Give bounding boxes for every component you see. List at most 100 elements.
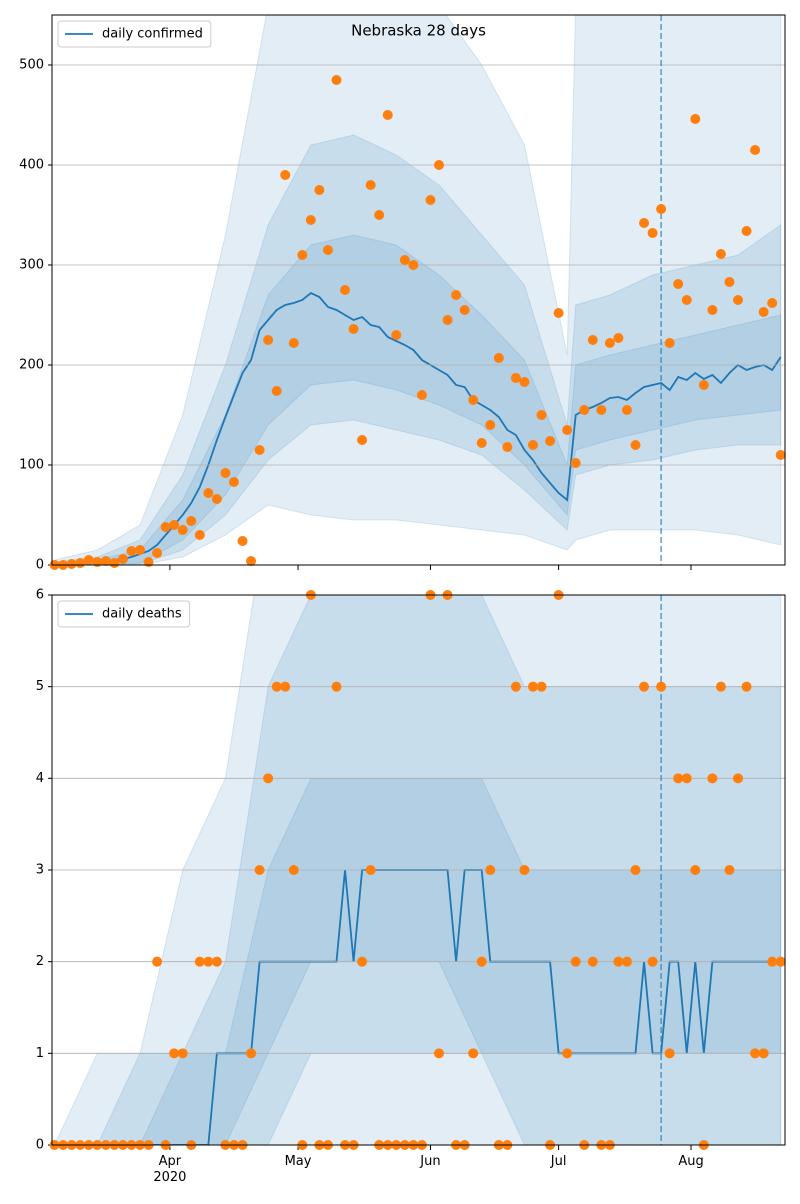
point [425, 195, 436, 205]
y-tick-label: 200 [19, 358, 44, 373]
point [288, 338, 299, 348]
point [374, 210, 385, 220]
legend-label: daily confirmed [102, 27, 203, 42]
band [54, 15, 782, 565]
point [434, 160, 445, 170]
point [553, 308, 564, 318]
point [203, 956, 214, 967]
point [254, 445, 265, 455]
y-tick-label: 4 [36, 771, 44, 786]
point [767, 298, 778, 308]
point [656, 681, 667, 692]
point [160, 522, 171, 532]
point [348, 324, 359, 334]
point [758, 1048, 769, 1059]
point [280, 170, 291, 180]
y-tick-label: 1 [36, 1046, 44, 1061]
point [587, 956, 598, 967]
point [647, 956, 658, 967]
point [186, 516, 197, 526]
point [391, 330, 402, 340]
legend: daily confirmed [57, 20, 212, 48]
point [485, 865, 496, 875]
point [630, 440, 641, 450]
x-tick-label: May [284, 1154, 312, 1169]
y-tick-label: 0 [36, 1138, 44, 1153]
point [604, 338, 615, 348]
y-tick-label: 2 [36, 954, 44, 969]
point [288, 865, 299, 875]
legend-box [57, 20, 212, 48]
point [280, 681, 291, 692]
point [305, 215, 316, 225]
point [365, 180, 376, 190]
point [690, 114, 701, 124]
x-tick-label: Jul [550, 1154, 567, 1169]
point [485, 420, 496, 430]
point [510, 681, 521, 692]
point [613, 956, 624, 967]
plot-area [54, 595, 782, 1145]
point [365, 865, 376, 875]
point [767, 956, 778, 967]
point [724, 865, 735, 875]
point [399, 255, 410, 265]
point [758, 307, 769, 317]
x-tick-label: Jun [420, 1154, 441, 1169]
point [442, 315, 453, 325]
point [451, 290, 462, 300]
point [434, 1048, 445, 1059]
point [297, 250, 308, 260]
x-tick-label: Apr 2020 [153, 1154, 187, 1185]
point [698, 380, 709, 390]
legend-box [57, 600, 191, 628]
point [66, 559, 77, 569]
legend: daily deaths [57, 600, 191, 628]
point [152, 548, 163, 558]
point [109, 558, 120, 568]
point [382, 110, 393, 120]
point [263, 335, 274, 345]
y-tick-label: 400 [19, 158, 44, 173]
point [340, 285, 351, 295]
point [664, 1048, 675, 1059]
point [322, 245, 333, 255]
point [476, 956, 487, 967]
point [613, 333, 624, 343]
point [621, 405, 632, 415]
point [254, 865, 265, 875]
y-tick-label: 0 [36, 558, 44, 573]
point [314, 185, 325, 195]
point [596, 405, 607, 415]
point [570, 458, 581, 468]
point [733, 773, 744, 784]
y-tick-label: 500 [19, 58, 44, 73]
point [656, 204, 667, 214]
y-tick-label: 5 [36, 679, 44, 694]
point [733, 295, 744, 305]
point [220, 468, 231, 478]
point [707, 773, 718, 784]
point [117, 554, 128, 564]
point [203, 488, 214, 498]
chart-title: Nebraska 28 days [351, 22, 486, 40]
point [673, 773, 684, 784]
point [775, 450, 786, 460]
point [536, 410, 547, 420]
point [647, 228, 658, 238]
y-tick-label: 3 [36, 863, 44, 878]
point [228, 477, 239, 487]
point [416, 390, 427, 400]
y-tick-label: 300 [19, 258, 44, 273]
point [545, 436, 556, 446]
point [775, 956, 786, 967]
point [750, 145, 761, 155]
point [639, 681, 650, 692]
point [246, 1048, 257, 1059]
point [707, 305, 718, 315]
y-tick-label: 6 [36, 588, 44, 603]
point [211, 956, 222, 967]
point [408, 260, 419, 270]
point [194, 530, 205, 540]
